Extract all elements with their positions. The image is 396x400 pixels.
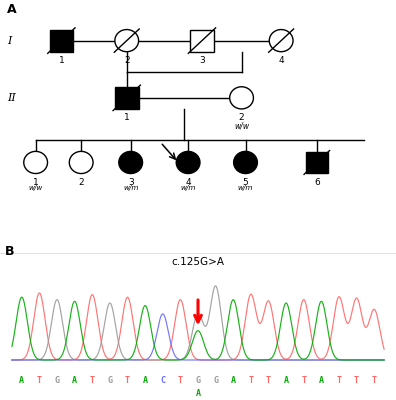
Text: T: T — [37, 376, 42, 385]
Text: 1: 1 — [59, 56, 64, 65]
Text: 2: 2 — [124, 56, 129, 65]
Text: G: G — [107, 376, 112, 385]
Text: T: T — [266, 376, 271, 385]
Text: B: B — [5, 244, 14, 258]
Text: 6: 6 — [314, 178, 320, 187]
Text: I: I — [7, 36, 11, 46]
Text: G: G — [213, 376, 218, 385]
Text: T: T — [125, 376, 130, 385]
Text: w/m: w/m — [180, 185, 196, 191]
Text: T: T — [337, 376, 341, 385]
Text: T: T — [90, 376, 95, 385]
Circle shape — [24, 151, 48, 174]
Text: A: A — [284, 376, 289, 385]
Text: A: A — [143, 376, 148, 385]
Text: 2: 2 — [78, 178, 84, 187]
Text: A: A — [231, 376, 236, 385]
Text: A: A — [7, 3, 17, 16]
Text: C: C — [160, 376, 165, 385]
Text: A: A — [196, 389, 200, 398]
Bar — [50, 30, 73, 52]
Circle shape — [176, 151, 200, 174]
Bar — [306, 152, 328, 173]
Text: T: T — [372, 376, 377, 385]
Text: 2: 2 — [239, 113, 244, 122]
Text: 5: 5 — [243, 178, 248, 187]
Text: 3: 3 — [128, 178, 133, 187]
Text: A: A — [19, 376, 24, 385]
Circle shape — [269, 30, 293, 52]
Text: A: A — [72, 376, 77, 385]
Text: 4: 4 — [278, 56, 284, 65]
Bar — [115, 87, 139, 109]
Text: 3: 3 — [199, 56, 205, 65]
Circle shape — [230, 87, 253, 109]
Text: w/w: w/w — [29, 185, 43, 191]
Text: 1: 1 — [33, 178, 38, 187]
Text: T: T — [178, 376, 183, 385]
Text: w/m: w/m — [123, 185, 139, 191]
Text: T: T — [301, 376, 306, 385]
Text: II: II — [7, 93, 16, 103]
Text: w/w: w/w — [234, 122, 249, 131]
Circle shape — [69, 151, 93, 174]
Circle shape — [115, 30, 139, 52]
Text: 4: 4 — [185, 178, 191, 187]
Bar — [190, 30, 214, 52]
Text: c.125G>A: c.125G>A — [171, 257, 225, 267]
Circle shape — [234, 151, 257, 174]
Text: A: A — [319, 376, 324, 385]
Text: 1: 1 — [124, 113, 129, 122]
Text: G: G — [55, 376, 59, 385]
Text: w/m: w/m — [238, 185, 253, 191]
Text: G: G — [196, 376, 200, 385]
Text: T: T — [354, 376, 359, 385]
Circle shape — [119, 151, 143, 174]
Text: T: T — [248, 376, 253, 385]
